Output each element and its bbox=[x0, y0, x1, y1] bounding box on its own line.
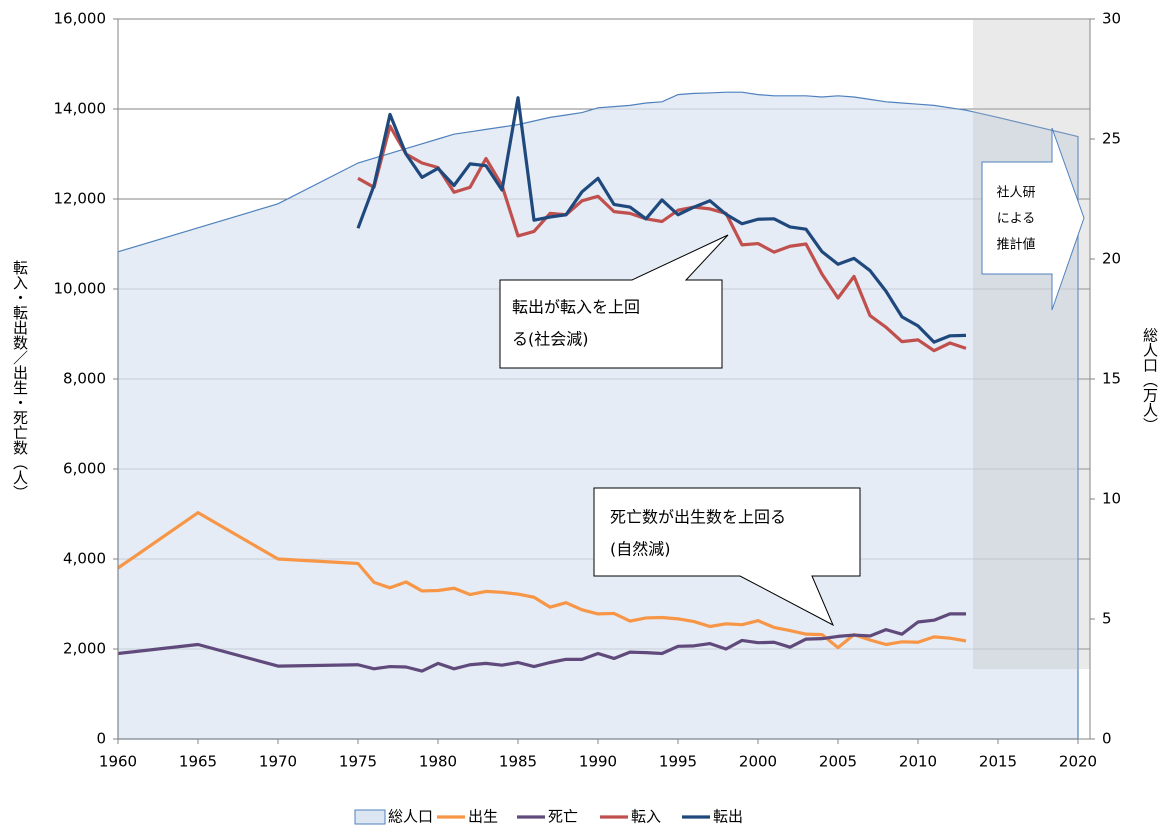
y2-axis-label: 総人口（万人） bbox=[1141, 328, 1159, 433]
legend-label: 転出 bbox=[713, 808, 743, 826]
x-tick-label: 2000 bbox=[739, 753, 777, 771]
legend-label: 転入 bbox=[631, 808, 661, 826]
x-tick-label: 1990 bbox=[579, 753, 617, 771]
y-tick-label: 0 bbox=[96, 730, 106, 748]
x-tick-label: 1975 bbox=[339, 753, 377, 771]
y-axis-label: 転入・転出数／出生・死亡数（人） bbox=[11, 260, 29, 500]
annotation: 推計値 bbox=[996, 237, 1035, 253]
annotation: 死亡数が出生数を上回る bbox=[610, 508, 786, 527]
callout bbox=[593, 487, 861, 627]
line bbox=[117, 612, 966, 673]
y-tick-label: 12,000 bbox=[54, 190, 107, 208]
x-tick-label: 1980 bbox=[419, 753, 457, 771]
y2-tick-label: 20 bbox=[1102, 250, 1121, 268]
y2-tick-label: 10 bbox=[1102, 490, 1121, 508]
x-tick-label: 2020 bbox=[1059, 753, 1097, 771]
y2-tick-label: 15 bbox=[1102, 370, 1121, 388]
y-tick-label: 8,000 bbox=[63, 370, 106, 388]
annotation: (自然減) bbox=[610, 540, 671, 559]
plot bbox=[117, 91, 1079, 740]
y2-tick-label: 0 bbox=[1102, 730, 1112, 748]
x-tick-label: 2015 bbox=[979, 753, 1017, 771]
y2-tick-label: 5 bbox=[1102, 610, 1112, 628]
projection-shade bbox=[973, 19, 1090, 669]
area bbox=[117, 91, 1079, 740]
y2-tick-label: 30 bbox=[1102, 10, 1121, 28]
legend-swatch bbox=[354, 809, 386, 825]
y-tick-label: 2,000 bbox=[63, 640, 106, 658]
x-tick-label: 1995 bbox=[659, 753, 697, 771]
y-tick-label: 16,000 bbox=[54, 10, 107, 28]
y-tick-label: 6,000 bbox=[63, 460, 106, 478]
annotation: 転出が転入を上回 bbox=[512, 298, 640, 317]
legend-label: 総人口 bbox=[388, 808, 433, 826]
line bbox=[356, 96, 967, 344]
annotation: 社人研 bbox=[996, 185, 1035, 201]
y-tick-label: 4,000 bbox=[63, 550, 106, 568]
projection-arrow bbox=[981, 127, 1085, 311]
x-tick-label: 1960 bbox=[99, 753, 137, 771]
x-tick-label: 1970 bbox=[259, 753, 297, 771]
y-tick-label: 10,000 bbox=[54, 280, 107, 298]
y-tick-label: 14,000 bbox=[54, 100, 107, 118]
legend-label: 死亡 bbox=[548, 808, 578, 826]
x-tick-label: 1985 bbox=[499, 753, 537, 771]
x-tick-label: 2005 bbox=[819, 753, 857, 771]
x-tick-label: 1965 bbox=[179, 753, 217, 771]
annotation: る(社会減) bbox=[512, 330, 589, 349]
line bbox=[357, 124, 967, 353]
x-tick-label: 2010 bbox=[899, 753, 937, 771]
y2-tick-label: 25 bbox=[1102, 130, 1121, 148]
callout bbox=[499, 234, 729, 369]
legend-label: 出生 bbox=[468, 808, 498, 826]
annotation: による bbox=[997, 212, 1036, 227]
